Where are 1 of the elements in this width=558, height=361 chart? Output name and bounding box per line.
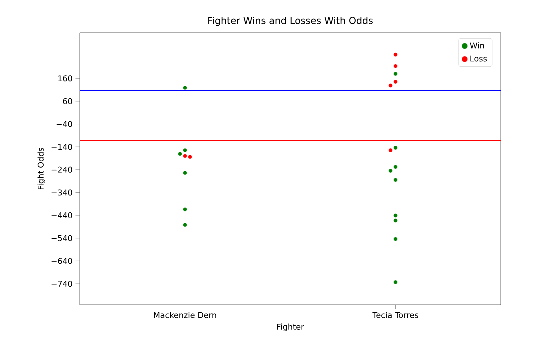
chart-title: Fighter Wins and Losses With Odds [208,16,373,26]
